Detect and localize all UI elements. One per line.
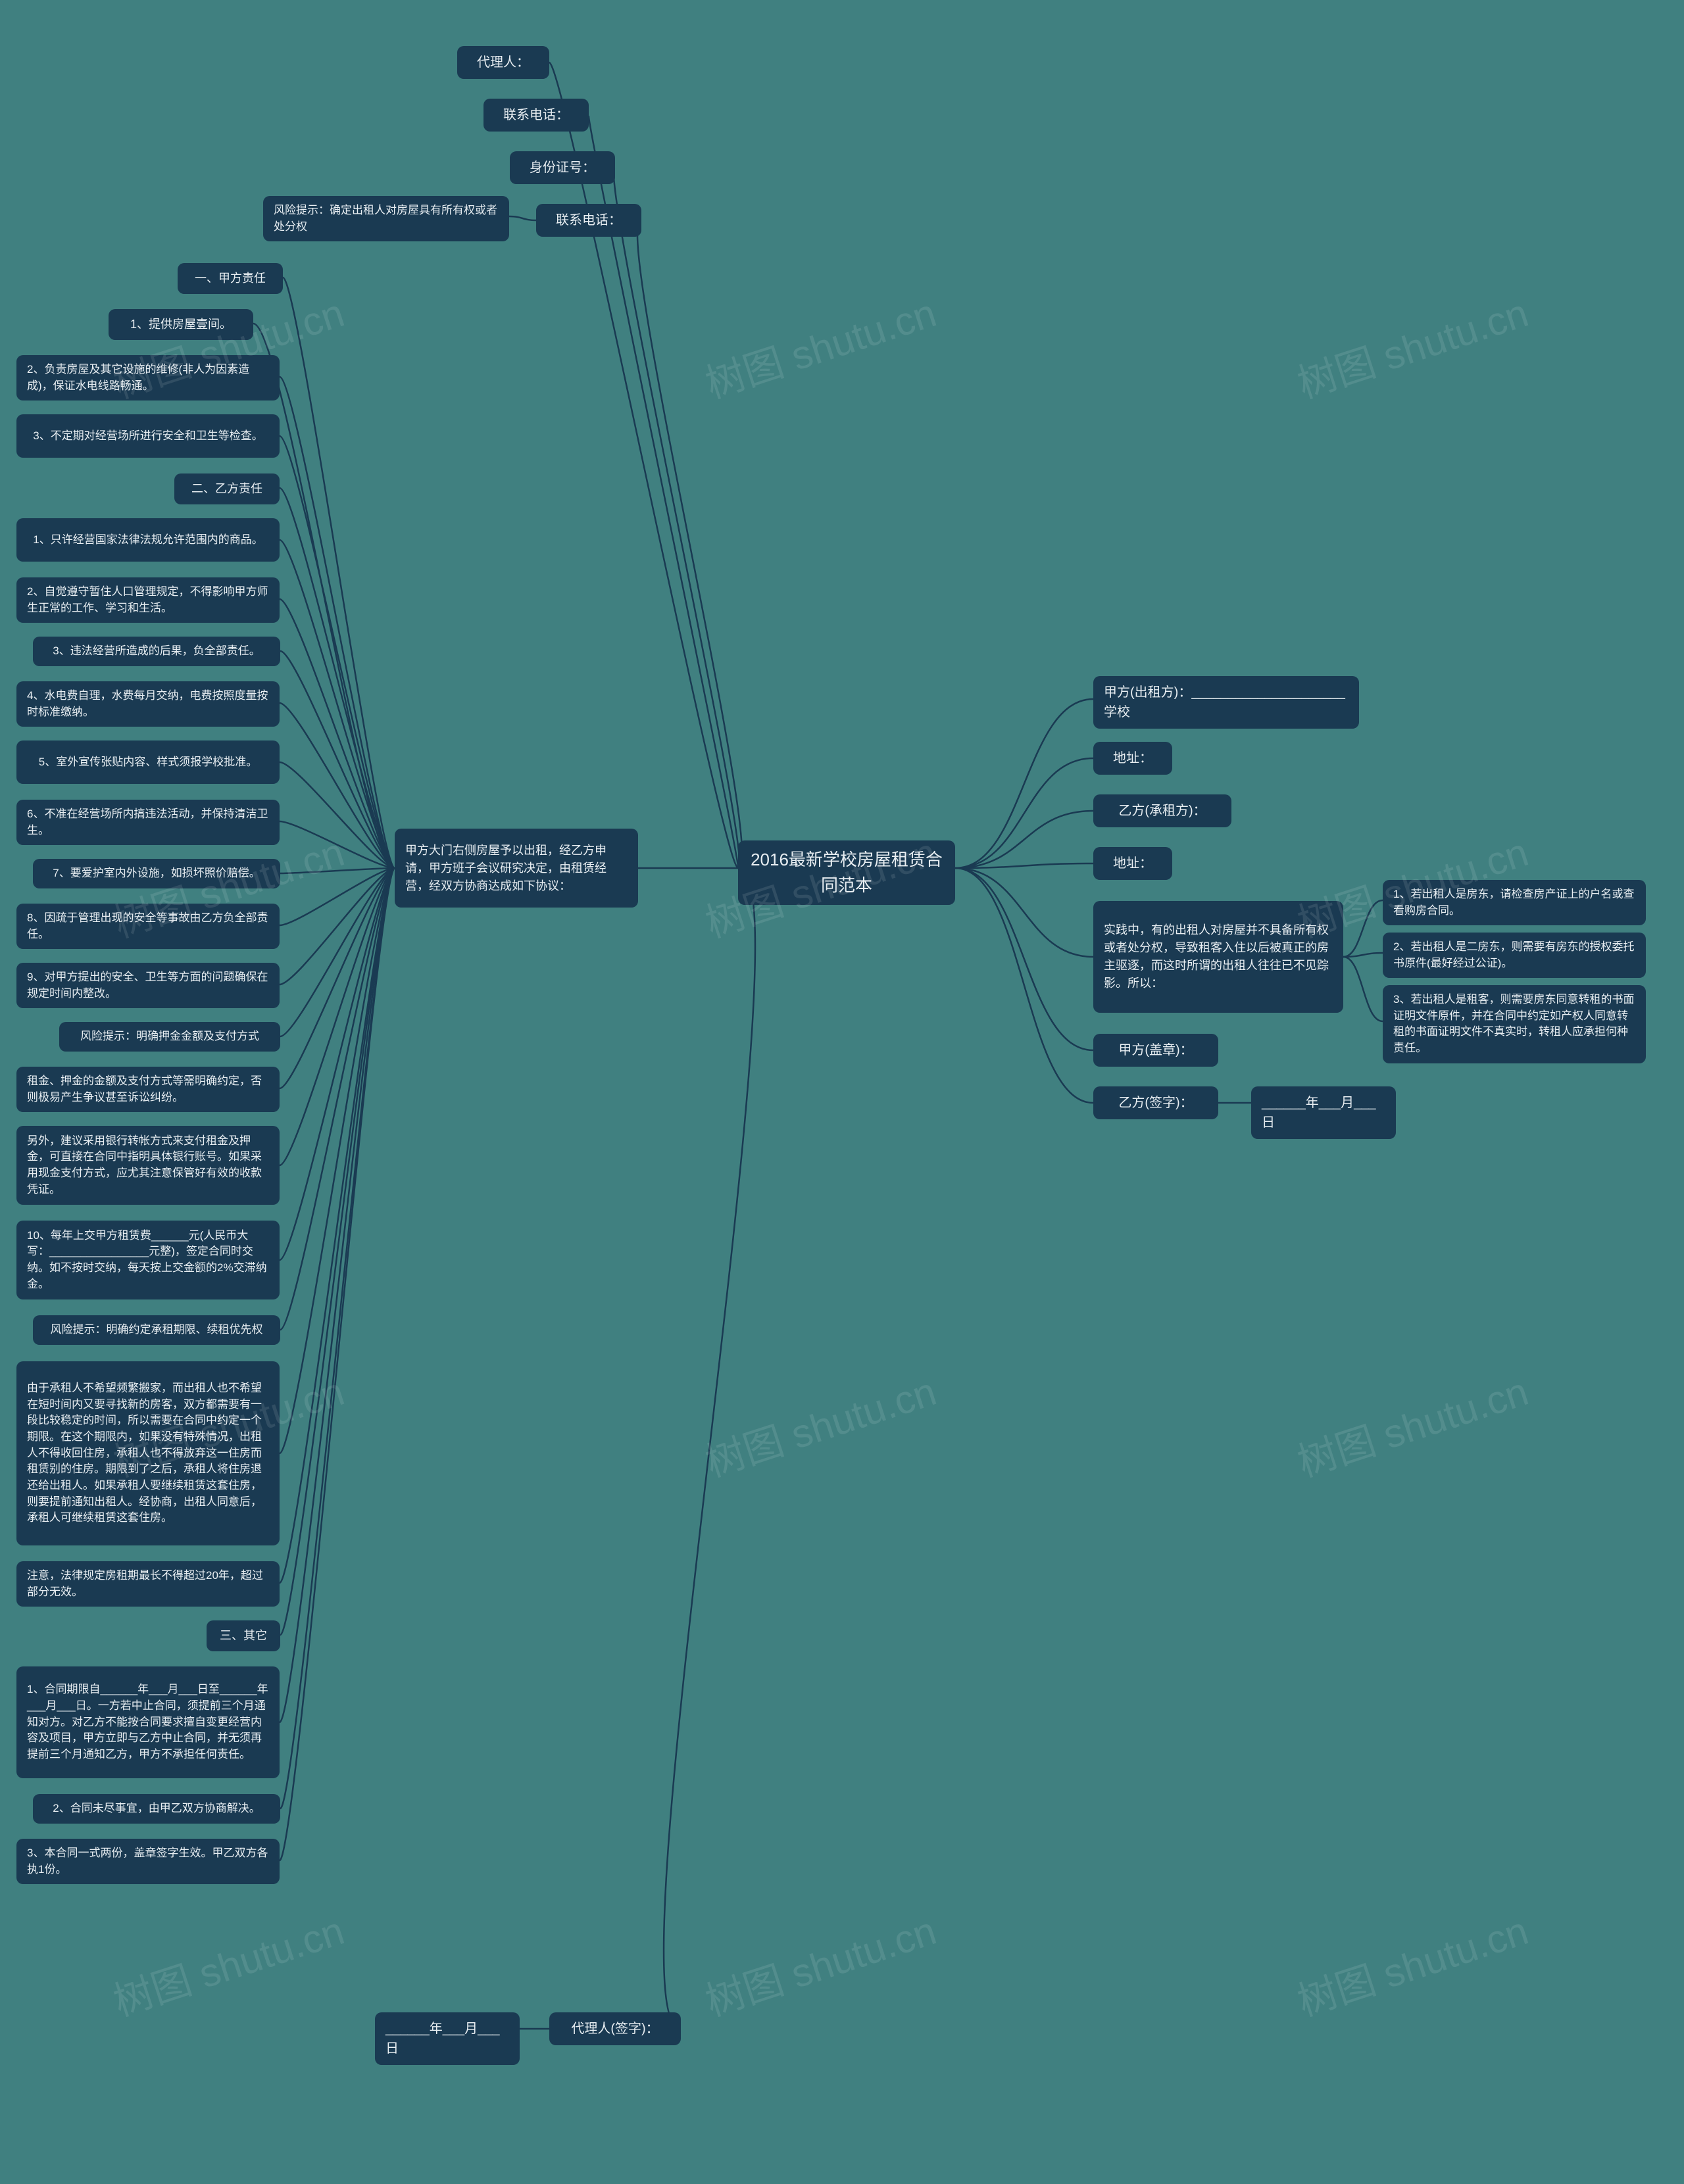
r-address-b: 地址： xyxy=(1093,847,1172,880)
L10: 5、室外宣传张贴内容、样式须报学校批准。 xyxy=(16,740,280,784)
L6: 1、只许经营国家法律法规允许范围内的商品。 xyxy=(16,518,280,562)
L18: 10、每年上交甲方租赁费______元(人民币大写：______________… xyxy=(16,1221,280,1299)
r-party-b: 乙方(承租方)： xyxy=(1093,794,1231,827)
L5: 二、乙方责任 xyxy=(174,473,280,504)
L22: 三、其它 xyxy=(207,1620,280,1651)
L17: 另外，建议采用银行转帐方式来支付租金及押金，可直接在合同中指明具体银行账号。如果… xyxy=(16,1126,280,1205)
t-phone-1: 联系电话： xyxy=(483,99,589,132)
r-practice-3: 3、若出租人是租客，则需要房东同意转租的书面证明文件原件，并在合同中约定如产权人… xyxy=(1383,985,1646,1063)
watermark: 树图 shutu.cn xyxy=(697,1899,943,2027)
b-agent-sign: 代理人(签字)： xyxy=(549,2012,681,2045)
watermark: 树图 shutu.cn xyxy=(1289,1899,1535,2027)
L13: 8、因疏于管理出现的安全等事故由乙方负全部责任。 xyxy=(16,904,280,949)
L23: 1、合同期限自______年___月___日至______年___月___日。一… xyxy=(16,1666,280,1778)
watermark: 树图 shutu.cn xyxy=(1289,1360,1535,1488)
t-phone-2: 联系电话： xyxy=(536,204,641,237)
L16: 租金、押金的金额及支付方式等需明确约定，否则极易产生争议甚至诉讼纠纷。 xyxy=(16,1067,280,1112)
L8: 3、违法经营所造成的后果，负全部责任。 xyxy=(33,637,280,666)
r-practice-2: 2、若出租人是二房东，则需要有房东的授权委托书原件(最好经过公证)。 xyxy=(1383,933,1646,978)
t-agent: 代理人： xyxy=(457,46,549,79)
r-address-a: 地址： xyxy=(1093,742,1172,775)
L9: 4、水电费自理，水费每月交纳，电费按照度量按时标准缴纳。 xyxy=(16,681,280,727)
L12: 7、要爱护室内外设施，如损坏照价赔偿。 xyxy=(33,859,280,888)
L21: 注意，法律规定房租期最长不得超过20年，超过部分无效。 xyxy=(16,1561,280,1607)
r-sign-date: ______年___月___日 xyxy=(1251,1086,1396,1139)
L2: 1、提供房屋壹间。 xyxy=(109,309,253,340)
t-idnum: 身份证号： xyxy=(510,151,615,184)
L14: 9、对甲方提出的安全、卫生等方面的问题确保在规定时间内整改。 xyxy=(16,963,280,1008)
r-practice: 实践中，有的出租人对房屋并不具备所有权或者处分权，导致租客入住以后被真正的房主驱… xyxy=(1093,901,1343,1013)
L7: 2、自觉遵守暂住人口管理规定，不得影响甲方师生正常的工作、学习和生活。 xyxy=(16,577,280,623)
L1: 一、甲方责任 xyxy=(178,263,283,294)
r-sign-b: 乙方(签字)： xyxy=(1093,1086,1218,1119)
L15: 风险提示：明确押金金额及支付方式 xyxy=(59,1022,280,1052)
L25: 3、本合同一式两份，盖章签字生效。甲乙双方各执1份。 xyxy=(16,1839,280,1884)
r-party-a: 甲方(出租方)：_____________________学校 xyxy=(1093,676,1359,729)
r-seal-a: 甲方(盖章)： xyxy=(1093,1034,1218,1067)
b-agent-date: ______年___月___日 xyxy=(375,2012,520,2065)
watermark: 树图 shutu.cn xyxy=(697,1360,943,1488)
t-phone-2-risk: 风险提示：确定出租人对房屋具有所有权或者处分权 xyxy=(263,196,509,241)
L4: 3、不定期对经营场所进行安全和卫生等检查。 xyxy=(16,414,280,458)
L24: 2、合同未尽事宜，由甲乙双方协商解决。 xyxy=(33,1794,280,1824)
agreement-node: 甲方大门右侧房屋予以出租，经乙方申请，甲方班子会议研究决定，由租赁经营，经双方协… xyxy=(395,829,638,908)
L3: 2、负责房屋及其它设施的维修(非人为因素造成)，保证水电线路畅通。 xyxy=(16,355,280,400)
watermark: 树图 shutu.cn xyxy=(697,281,943,410)
L20: 由于承租人不希望频繁搬家，而出租人也不希望在短时间内又要寻找新的房客，双方都需要… xyxy=(16,1361,280,1545)
L19: 风险提示：明确约定承租期限、续租优先权 xyxy=(33,1315,280,1345)
L11: 6、不准在经营场所内搞违法活动，并保持清洁卫生。 xyxy=(16,800,280,845)
watermark: 树图 shutu.cn xyxy=(105,1899,351,2027)
watermark: 树图 shutu.cn xyxy=(1289,281,1535,410)
r-practice-1: 1、若出租人是房东，请检查房产证上的户名或查看购房合同。 xyxy=(1383,880,1646,925)
root-node: 2016最新学校房屋租赁合同范本 xyxy=(738,840,955,905)
